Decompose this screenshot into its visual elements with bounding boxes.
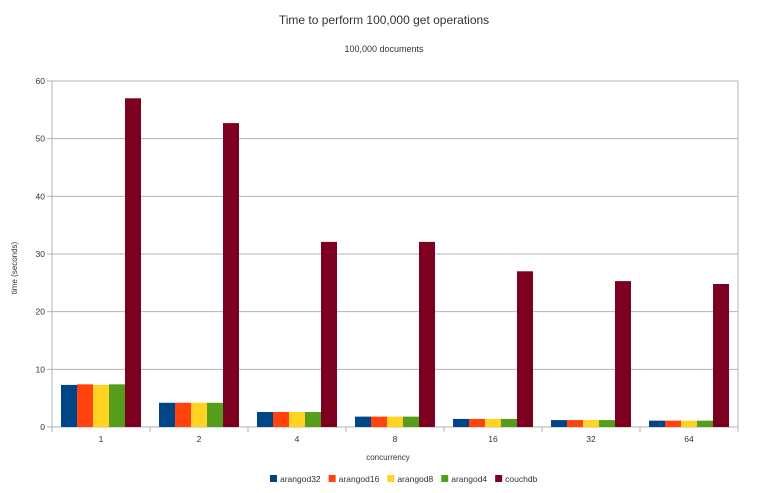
y-tick-label: 40	[36, 191, 46, 201]
bar-arangod32-64	[649, 420, 665, 427]
legend: arangod32 arangod16 arangod8 arangod4 couchd…	[270, 474, 538, 484]
bar-arangod16-2	[175, 402, 191, 427]
bar-arangod16-64	[665, 420, 681, 427]
bar-couchdb-64	[713, 283, 729, 427]
x-tick-label: 16	[488, 434, 498, 444]
x-tick-label: 64	[684, 434, 694, 444]
legend-label-arangod8: arangod8	[397, 474, 433, 484]
legend-label-arangod4: arangod4	[451, 474, 487, 484]
legend-swatch-arangod32	[270, 475, 277, 482]
bar-arangod32-4	[257, 412, 273, 427]
x-tick-label: 32	[586, 434, 596, 444]
bar-couchdb-2	[223, 123, 239, 427]
bar-arangod8-8	[387, 416, 403, 427]
bar-arangod16-4	[273, 412, 289, 427]
bar-couchdb-8	[419, 241, 435, 427]
y-tick-label: 60	[36, 76, 46, 86]
x-tick-label: 2	[197, 434, 202, 444]
bar-couchdb-32	[615, 281, 631, 427]
bar-arangod8-64	[681, 420, 697, 427]
bar-arangod4-8	[403, 416, 419, 427]
chart-subtitle: 100,000 documents	[344, 44, 424, 54]
y-axis-ticks: 0 10 20 30 40 50 60	[36, 76, 52, 432]
legend-label-couchdb: couchdb	[505, 474, 537, 484]
bar-arangod16-32	[567, 420, 583, 427]
bar-arangod32-32	[551, 420, 567, 427]
bar-arangod8-32	[583, 420, 599, 427]
bar-arangod8-4	[289, 412, 305, 427]
bar-arangod32-8	[355, 416, 371, 427]
bar-couchdb-16	[517, 271, 533, 427]
bar-couchdb-4	[321, 241, 337, 427]
bar-arangod8-16	[485, 418, 501, 427]
bar-arangod4-16	[501, 418, 517, 427]
x-tick-label: 4	[295, 434, 300, 444]
bar-couchdb-1	[125, 98, 141, 428]
legend-label-arangod16: arangod16	[339, 474, 380, 484]
bar-arangod16-16	[469, 418, 485, 427]
bar-arangod4-4	[305, 412, 321, 427]
legend-swatch-arangod8	[387, 475, 395, 482]
bar-arangod4-64	[697, 420, 713, 427]
bars	[61, 98, 729, 428]
legend-swatch-couchdb	[495, 475, 503, 482]
x-tick-label: 1	[99, 434, 104, 444]
bar-arangod16-8	[371, 416, 387, 427]
bar-arangod32-1	[61, 384, 77, 427]
y-tick-label: 0	[40, 422, 45, 432]
bar-arangod32-2	[159, 402, 175, 427]
y-axis-label: time (seconds)	[10, 241, 19, 294]
bar-arangod4-32	[599, 420, 615, 427]
bar-arangod8-2	[191, 402, 207, 427]
x-tick-label: 8	[393, 434, 398, 444]
y-tick-label: 50	[36, 134, 46, 144]
legend-swatch-arangod16	[328, 475, 336, 482]
legend-swatch-arangod4	[441, 475, 449, 482]
legend-label-arangod32: arangod32	[280, 474, 321, 484]
x-axis-label: concurrency	[366, 453, 410, 462]
bar-arangod4-1	[109, 384, 125, 427]
bar-arangod32-16	[453, 418, 469, 427]
y-tick-label: 20	[36, 307, 46, 317]
bar-arangod4-2	[207, 402, 223, 427]
bar-arangod16-1	[77, 384, 93, 427]
x-axis-ticks: 1 2 4 8 16 32 64	[51, 427, 739, 444]
gridlines	[51, 80, 739, 428]
chart-title: Time to perform 100,000 get operations	[279, 13, 489, 27]
y-tick-label: 10	[36, 364, 46, 374]
y-tick-label: 30	[36, 249, 46, 259]
bar-arangod8-1	[93, 384, 109, 427]
